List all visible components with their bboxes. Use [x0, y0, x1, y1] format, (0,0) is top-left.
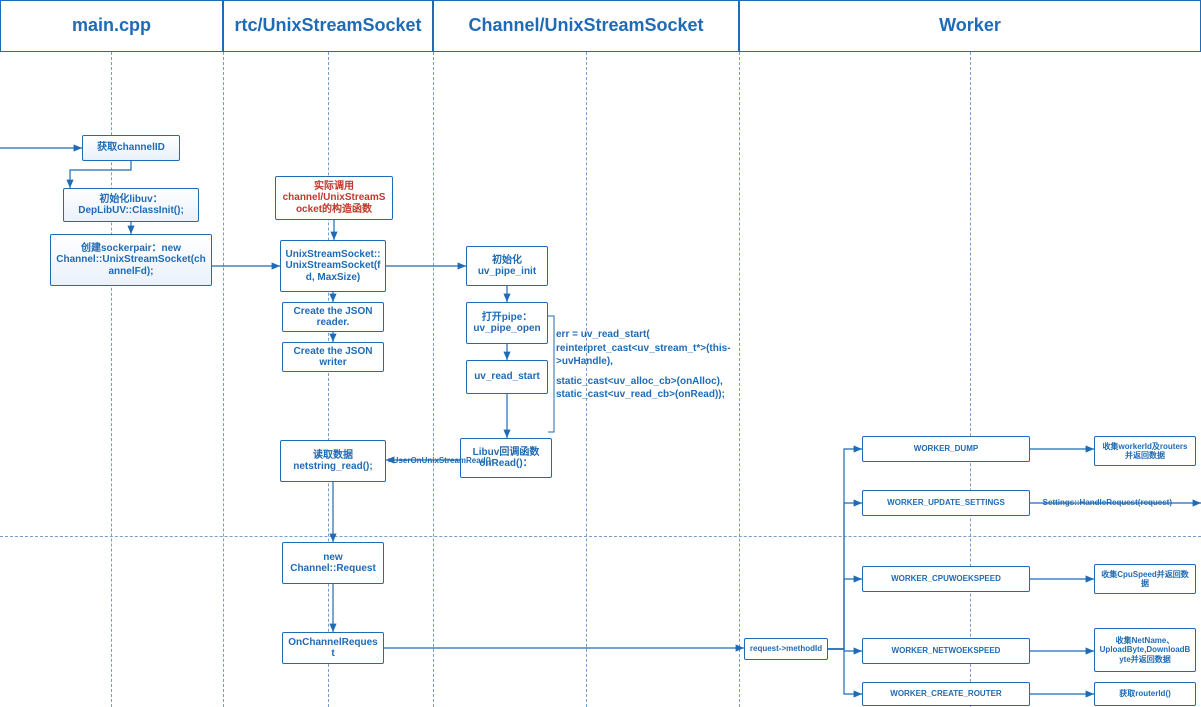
- node-result-net: 收集NetName、UploadByte,DownloadByte并返回数据: [1094, 628, 1196, 672]
- node-create-pair: 创建sockerpair：new Channel::UnixStreamSock…: [50, 234, 212, 286]
- node-worker-router: WORKER_CREATE_ROUTER: [862, 682, 1030, 706]
- lane-divider: [223, 52, 224, 707]
- node-result-dump: 收集workerId及routers并返回数据: [1094, 436, 1196, 466]
- node-json-writer: Create the JSON writer: [282, 342, 384, 372]
- lane-header-rtc: rtc/UnixStreamSocket: [223, 0, 433, 52]
- lane-lifeline: [328, 52, 329, 707]
- code-block-uv-read-start: err = uv_read_start( reinterpret_cast<uv…: [556, 328, 736, 402]
- lane-divider: [739, 52, 740, 707]
- node-on-channel-request: OnChannelRequest: [282, 632, 384, 664]
- horizontal-divider: [0, 536, 1201, 537]
- node-new-request: new Channel::Request: [282, 542, 384, 584]
- node-worker-dump: WORKER_DUMP: [862, 436, 1030, 462]
- label-user-on-read: >UserOnUnixStreamRead()-: [388, 456, 494, 465]
- lane-header-channel: Channel/UnixStreamSocket: [433, 0, 739, 52]
- node-real-call: 实际调用channel/UnixStreamSocket的构造函数: [275, 176, 393, 220]
- label-settings-handle: -Settings::HandleRequest(request)-: [1040, 498, 1175, 507]
- lane-lifeline: [970, 52, 971, 707]
- node-ctor: UnixStreamSocket::UnixStreamSocket(fd, M…: [280, 240, 386, 292]
- node-get-channel-id: 获取channelID: [82, 135, 180, 161]
- node-init-libuv: 初始化libuv：DepLibUV::ClassInit();: [63, 188, 199, 222]
- lane-header-worker: Worker: [739, 0, 1201, 52]
- node-uv-pipe-init: 初始化uv_pipe_init: [466, 246, 548, 286]
- node-result-cpu: 收集CpuSpeed并返回数据: [1094, 564, 1196, 594]
- node-json-reader: Create the JSON reader.: [282, 302, 384, 332]
- node-worker-update: WORKER_UPDATE_SETTINGS: [862, 490, 1030, 516]
- node-result-router: 获取routerId(): [1094, 682, 1196, 706]
- lane-divider: [433, 52, 434, 707]
- node-worker-net: WORKER_NETWOEKSPEED: [862, 638, 1030, 664]
- node-read-data: 读取数据netstring_read();: [280, 440, 386, 482]
- node-uv-read-start: uv_read_start: [466, 360, 548, 394]
- node-method-id: request->methodId: [744, 638, 828, 660]
- node-uv-pipe-open: 打开pipe：uv_pipe_open: [466, 302, 548, 344]
- node-worker-cpu: WORKER_CPUWOEKSPEED: [862, 566, 1030, 592]
- lane-header-main: main.cpp: [0, 0, 223, 52]
